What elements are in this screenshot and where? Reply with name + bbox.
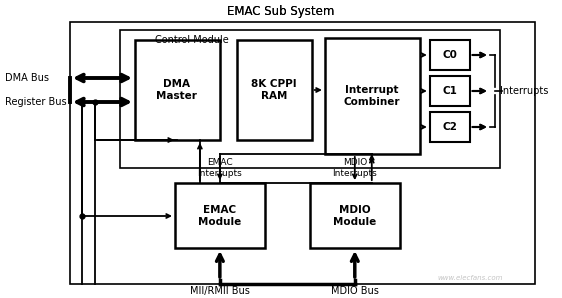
Bar: [430, 40, 470, 70]
Text: MDIO Bus: MDIO Bus: [331, 286, 379, 296]
Text: Register Bus: Register Bus: [5, 97, 67, 107]
Bar: [175, 183, 265, 248]
Text: Interrupts: Interrupts: [500, 86, 548, 96]
Text: MDIO
Module: MDIO Module: [333, 205, 377, 227]
Bar: [430, 112, 470, 142]
Bar: [135, 40, 220, 140]
Text: C2: C2: [442, 122, 457, 132]
Text: MII/RMII Bus: MII/RMII Bus: [190, 286, 250, 296]
Bar: [325, 38, 420, 154]
Text: 8K CPPI
RAM: 8K CPPI RAM: [251, 79, 297, 101]
Text: Control Module: Control Module: [155, 35, 229, 45]
Text: DMA
Master: DMA Master: [156, 79, 197, 101]
Text: C0: C0: [442, 50, 457, 60]
Text: Interrupt
Combiner: Interrupt Combiner: [343, 85, 400, 107]
Bar: [430, 76, 470, 106]
Text: www.elecfans.com: www.elecfans.com: [437, 275, 502, 281]
Text: MDIO
Interrupts: MDIO Interrupts: [332, 158, 377, 178]
Text: EMAC
Interrupts: EMAC Interrupts: [197, 158, 242, 178]
Text: EMAC
Module: EMAC Module: [198, 205, 242, 227]
Bar: [237, 40, 312, 140]
Text: C1: C1: [442, 86, 457, 96]
Bar: [310, 183, 400, 248]
Text: EMAC Sub System: EMAC Sub System: [227, 4, 334, 18]
Text: EMAC Sub System: EMAC Sub System: [227, 4, 334, 18]
Bar: [120, 30, 500, 168]
Text: DMA Bus: DMA Bus: [5, 73, 49, 83]
Bar: [70, 22, 534, 284]
